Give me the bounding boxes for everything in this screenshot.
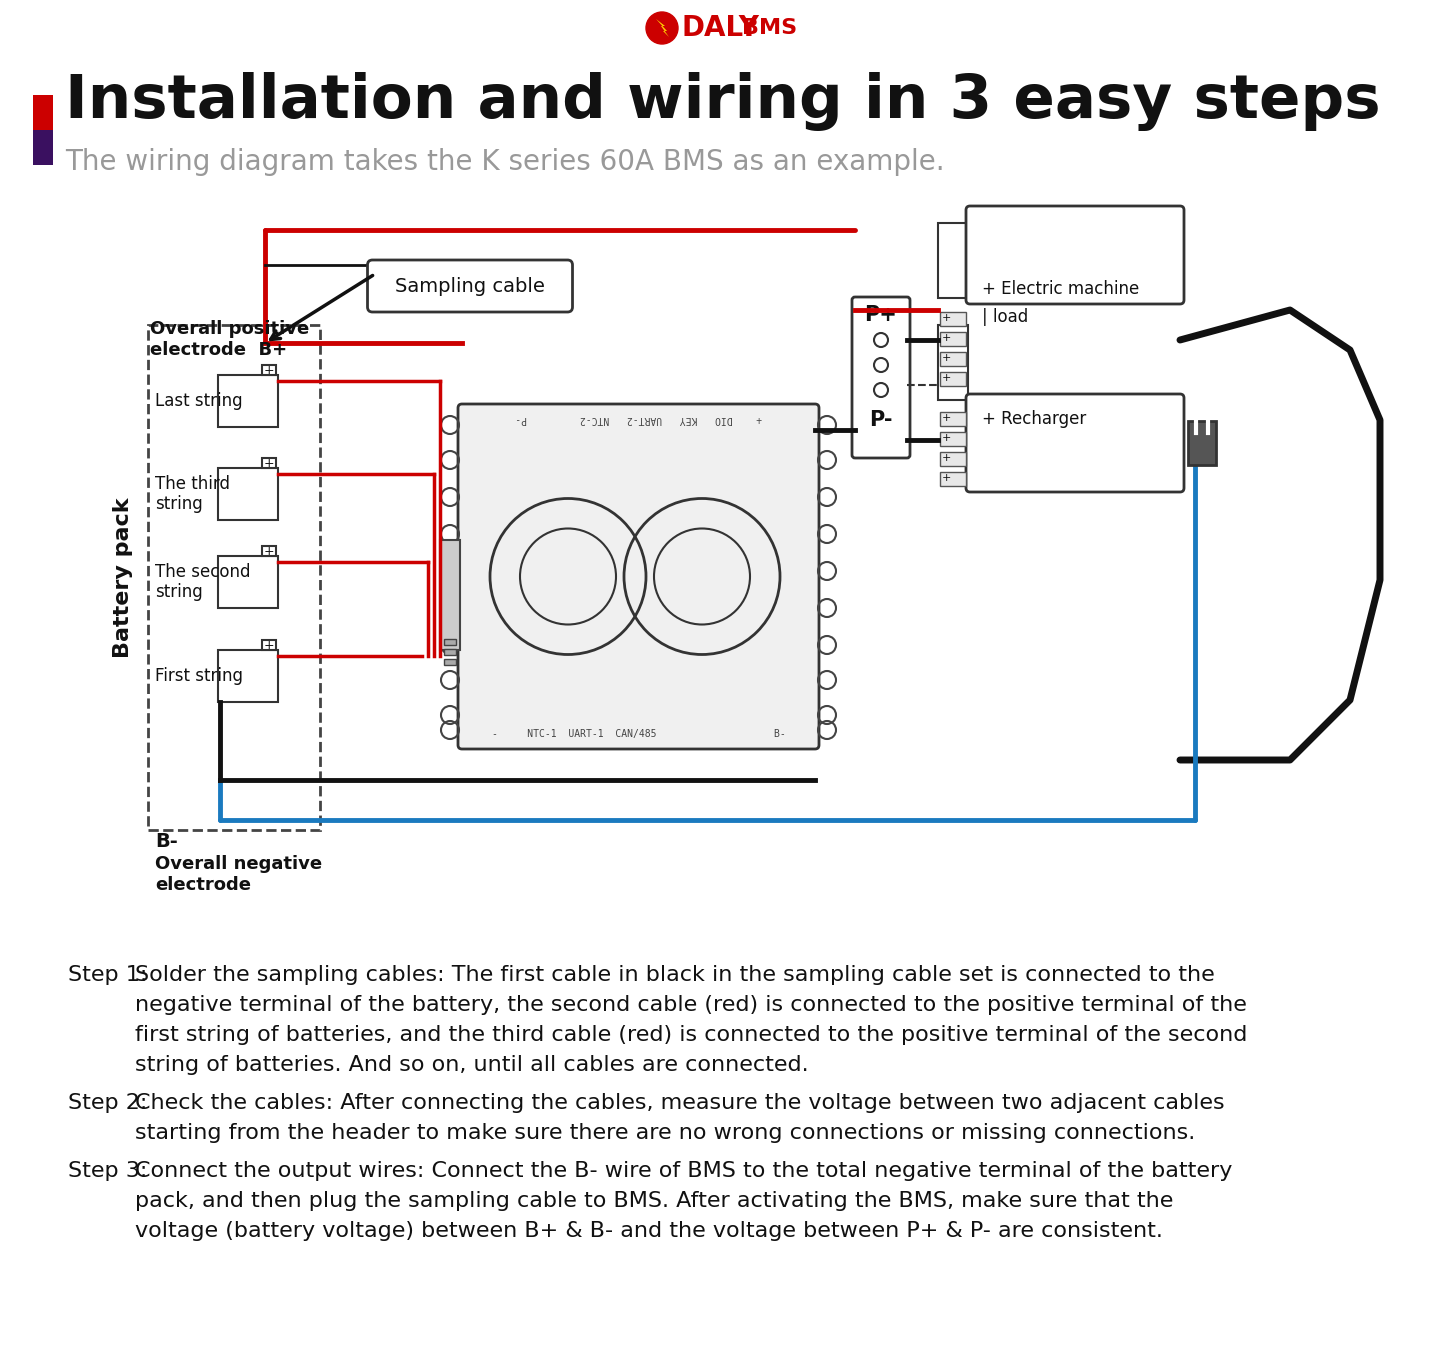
Bar [262,546,276,557]
FancyBboxPatch shape [967,393,1183,491]
Text: Battery pack: Battery pack [113,497,133,657]
Bar [941,372,967,387]
Bar [33,95,53,165]
Bar [262,459,276,468]
Text: +: + [941,474,951,483]
FancyBboxPatch shape [938,325,968,400]
Text: Sampling cable: Sampling cable [394,276,545,295]
FancyBboxPatch shape [853,297,910,459]
Text: +: + [941,373,951,382]
Bar [941,332,967,346]
Text: | load: | load [983,308,1029,327]
Text: The third
string: The third string [155,475,230,513]
Text: first string of batteries, and the third cable (red) is connected to the positiv: first string of batteries, and the third… [134,1025,1247,1045]
Text: + Recharger: + Recharger [983,410,1087,427]
Text: Overall positive
electrode  B+: Overall positive electrode B+ [150,320,309,359]
Bar [941,352,967,366]
Text: +: + [941,313,951,323]
Text: Overall negative
electrode: Overall negative electrode [155,855,322,894]
Text: + Electric machine: + Electric machine [983,280,1139,298]
Text: +: + [941,412,951,423]
Bar [941,412,967,426]
Bar [218,557,277,608]
Text: +: + [941,433,951,442]
Text: negative terminal of the battery, the second cable (red) is connected to the pos: negative terminal of the battery, the se… [134,995,1247,1015]
Text: The wiring diagram takes the K series 60A BMS as an example.: The wiring diagram takes the K series 60… [65,148,945,176]
Text: B-: B- [155,832,178,851]
Text: +    DIO   KEY   UART-2   NTC-2         P-: + DIO KEY UART-2 NTC-2 P- [514,414,762,425]
Text: Last string: Last string [155,392,243,410]
Text: Step 2:: Step 2: [68,1093,147,1113]
Bar [262,640,276,651]
Text: P-: P- [870,410,893,430]
Bar [218,651,277,702]
Text: +: + [263,363,275,377]
Text: +: + [941,333,951,343]
Text: P+: P+ [864,305,897,325]
Text: First string: First string [155,667,243,685]
Bar [941,472,967,486]
Text: DALY: DALY [682,14,760,42]
FancyBboxPatch shape [458,404,819,749]
Text: Step 1:: Step 1: [68,965,147,985]
Text: The second
string: The second string [155,562,250,602]
Text: BMS: BMS [741,18,798,38]
Bar [444,659,457,666]
Text: starting from the header to make sure there are no wrong connections or missing : starting from the header to make sure th… [134,1123,1195,1143]
Bar [262,365,276,376]
FancyBboxPatch shape [367,260,572,312]
Text: +: + [263,544,275,558]
Bar [218,468,277,520]
Bar [439,540,460,651]
Text: +: + [263,456,275,470]
Bar [941,452,967,465]
Text: +: + [263,638,275,652]
Text: string of batteries. And so on, until all cables are connected.: string of batteries. And so on, until al… [134,1055,809,1075]
Bar [1188,421,1217,465]
Bar [941,312,967,327]
Text: Step 3:: Step 3: [68,1161,147,1181]
Text: Solder the sampling cables: The first cable in black in the sampling cable set i: Solder the sampling cables: The first ca… [134,965,1215,985]
Text: pack, and then plug the sampling cable to BMS. After activating the BMS, make su: pack, and then plug the sampling cable t… [134,1191,1173,1211]
Text: +: + [941,453,951,463]
Circle shape [646,12,678,44]
FancyBboxPatch shape [938,223,968,298]
Bar [444,649,457,655]
Text: +: + [941,352,951,363]
Bar [444,640,457,645]
Text: Installation and wiring in 3 easy steps: Installation and wiring in 3 easy steps [65,72,1380,131]
Text: Check the cables: After connecting the cables, measure the voltage between two a: Check the cables: After connecting the c… [134,1093,1224,1113]
Text: -     NTC-1  UART-1  CAN/485                    B-: - NTC-1 UART-1 CAN/485 B- [491,729,786,739]
Text: Connect the output wires: Connect the B- wire of BMS to the total negative termi: Connect the output wires: Connect the B-… [134,1161,1233,1181]
Bar [218,376,277,427]
Bar [33,95,53,131]
Polygon shape [656,19,669,37]
FancyBboxPatch shape [967,206,1183,304]
Bar [941,431,967,446]
Text: voltage (battery voltage) between B+ & B- and the voltage between P+ & P- are co: voltage (battery voltage) between B+ & B… [134,1221,1163,1241]
